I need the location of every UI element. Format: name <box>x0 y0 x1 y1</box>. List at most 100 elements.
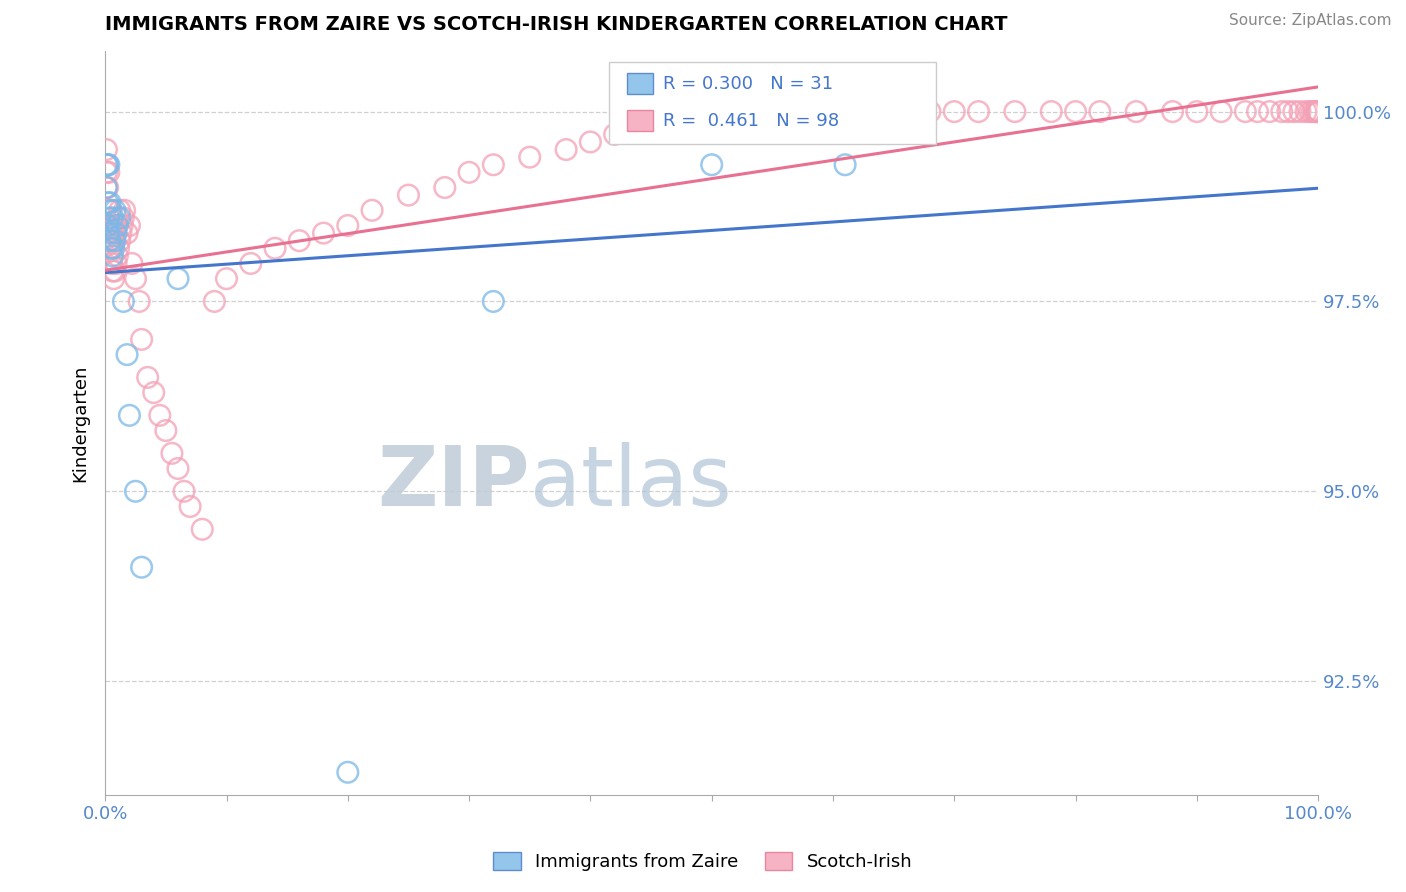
Point <box>97 219 120 233</box>
Point <box>883 104 905 119</box>
Text: Source: ZipAtlas.com: Source: ZipAtlas.com <box>1229 13 1392 29</box>
Point <box>136 370 159 384</box>
Point <box>104 234 127 248</box>
Point <box>1064 104 1087 119</box>
Point <box>1303 104 1326 119</box>
Point <box>97 226 120 240</box>
Point <box>761 104 783 119</box>
Y-axis label: Kindergarten: Kindergarten <box>72 364 89 482</box>
Point <box>96 143 118 157</box>
Point <box>834 158 856 172</box>
Point <box>433 180 456 194</box>
Legend: Immigrants from Zaire, Scotch-Irish: Immigrants from Zaire, Scotch-Irish <box>486 845 920 879</box>
Point <box>1298 104 1320 119</box>
Point <box>336 219 359 233</box>
Point <box>108 203 131 218</box>
Point <box>361 203 384 218</box>
Point <box>1234 104 1257 119</box>
Point <box>288 234 311 248</box>
Point <box>107 241 129 255</box>
Point <box>1308 104 1330 119</box>
Point <box>97 165 120 179</box>
Point <box>1301 104 1323 119</box>
Point <box>131 333 153 347</box>
Point <box>1308 104 1330 119</box>
Point <box>579 135 602 149</box>
Point <box>128 294 150 309</box>
Point <box>482 158 505 172</box>
Point <box>264 241 287 255</box>
Text: atlas: atlas <box>530 442 731 523</box>
Point <box>103 271 125 285</box>
Point <box>103 241 125 255</box>
Point <box>105 219 128 233</box>
Point <box>1258 104 1281 119</box>
Point <box>967 104 990 119</box>
Point <box>312 226 335 240</box>
Point <box>101 264 124 278</box>
Text: ZIP: ZIP <box>377 442 530 523</box>
Point <box>105 219 128 233</box>
Text: R = 0.300   N = 31: R = 0.300 N = 31 <box>664 75 834 93</box>
Point <box>105 211 128 225</box>
Point <box>124 271 146 285</box>
Point <box>97 158 120 172</box>
Point <box>1308 104 1330 119</box>
Point <box>1125 104 1147 119</box>
Point <box>846 104 869 119</box>
Point <box>1246 104 1268 119</box>
Point <box>121 256 143 270</box>
Point <box>1161 104 1184 119</box>
Point <box>114 203 136 218</box>
Point <box>97 211 120 225</box>
Point <box>640 120 662 134</box>
Point <box>1185 104 1208 119</box>
Point <box>167 461 190 475</box>
Point <box>108 211 131 225</box>
Point <box>97 203 120 218</box>
Point <box>105 226 128 240</box>
Point <box>215 271 238 285</box>
FancyBboxPatch shape <box>609 62 936 144</box>
Point <box>97 195 120 210</box>
Point <box>336 765 359 780</box>
Point <box>1289 104 1312 119</box>
Point <box>112 211 135 225</box>
Point <box>118 409 141 423</box>
Point <box>1277 104 1299 119</box>
Point <box>555 143 578 157</box>
Point <box>179 500 201 514</box>
Point <box>98 195 121 210</box>
Point <box>1308 104 1330 119</box>
FancyBboxPatch shape <box>627 111 654 131</box>
Point <box>142 385 165 400</box>
Point <box>96 180 118 194</box>
Point <box>724 104 747 119</box>
Point <box>1282 104 1305 119</box>
Point <box>108 234 131 248</box>
Point <box>111 219 134 233</box>
Point <box>1306 104 1329 119</box>
Point <box>100 241 122 255</box>
Point <box>202 294 225 309</box>
Point <box>105 256 128 270</box>
Point <box>104 203 127 218</box>
Point <box>97 234 120 248</box>
Point <box>101 249 124 263</box>
Point <box>98 203 121 218</box>
Point <box>482 294 505 309</box>
Point <box>1305 104 1327 119</box>
Point <box>97 180 120 194</box>
Point <box>131 560 153 574</box>
Point <box>1004 104 1026 119</box>
Point <box>1308 104 1330 119</box>
Point <box>110 226 132 240</box>
Point <box>700 158 723 172</box>
Point <box>100 256 122 270</box>
Point <box>160 446 183 460</box>
Point <box>173 484 195 499</box>
Point <box>155 424 177 438</box>
Point <box>101 226 124 240</box>
Point <box>103 234 125 248</box>
Point <box>1295 104 1317 119</box>
